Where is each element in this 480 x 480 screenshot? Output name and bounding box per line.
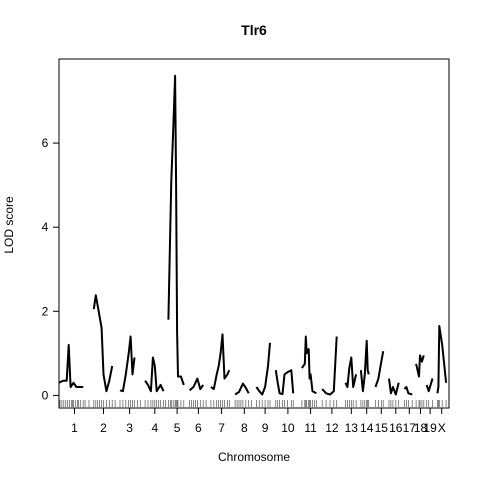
lod-curve-chr-18: [416, 355, 424, 376]
y-axis: 0 2 4 6: [42, 136, 59, 402]
lod-curve-chr-8: [235, 384, 249, 395]
lod-curve-chr-6: [190, 379, 204, 391]
x-tick-label-chr-10: 10: [281, 421, 295, 435]
x-tick-label-chr-X: X: [438, 421, 446, 435]
plot-frame: [59, 59, 449, 408]
lod-curve-chr-4: [145, 358, 163, 392]
x-tick-label-chr-2: 2: [100, 421, 107, 435]
lod-curve-chr-7: [211, 334, 229, 389]
x-tick-label-chr-5: 5: [174, 421, 181, 435]
lod-curve-chr-1: [59, 345, 83, 387]
x-tick-label-chr-16: 16: [389, 421, 403, 435]
y-tick-label: 6: [42, 136, 49, 150]
marker-rug: [60, 400, 446, 407]
lod-curve-chr-17: [405, 387, 413, 395]
lod-curves: [59, 76, 446, 395]
x-tick-label-chr-13: 13: [345, 421, 359, 435]
lod-curve-chr-15: [376, 351, 384, 387]
y-axis-label: LOD score: [2, 196, 16, 254]
x-tick-label-chr-15: 15: [375, 421, 389, 435]
y-tick-label: 0: [42, 388, 49, 402]
x-tick-label-chr-4: 4: [151, 421, 158, 435]
lod-curve-chr-10: [276, 370, 293, 394]
lod-curve-chr-12: [322, 337, 337, 395]
x-tick-label-chr-3: 3: [126, 421, 133, 435]
lod-curve-chr-19: [427, 379, 433, 392]
y-tick-label: 4: [42, 220, 49, 234]
lod-curve-chr-5: [168, 76, 183, 385]
y-tick-label: 2: [42, 304, 49, 318]
lod-curve-chr-9: [256, 343, 270, 395]
x-tick-label-chr-6: 6: [195, 421, 202, 435]
lod-curve-chr-13: [346, 358, 357, 388]
lod-curve-chr-16: [389, 379, 399, 395]
x-tick-label-chr-1: 1: [71, 421, 78, 435]
x-tick-label-chr-19: 19: [423, 421, 437, 435]
x-axis-label: Chromosome: [218, 450, 290, 464]
x-tick-label-chr-14: 14: [360, 421, 374, 435]
lod-curve-chr-2: [94, 295, 112, 391]
lod-curve-chr-14: [361, 341, 369, 392]
lod-curve-chr-3: [120, 337, 135, 392]
x-tick-label-chr-9: 9: [262, 421, 269, 435]
x-tick-label-chr-12: 12: [325, 421, 339, 435]
lod-curve-chr-11: [302, 337, 317, 394]
x-tick-label-chr-7: 7: [218, 421, 225, 435]
x-tick-label-chr-11: 11: [304, 421, 317, 435]
lod-curve-chr-X: [437, 326, 446, 393]
x-tick-label-chr-8: 8: [241, 421, 248, 435]
chart-title: Tlr6: [241, 22, 267, 38]
